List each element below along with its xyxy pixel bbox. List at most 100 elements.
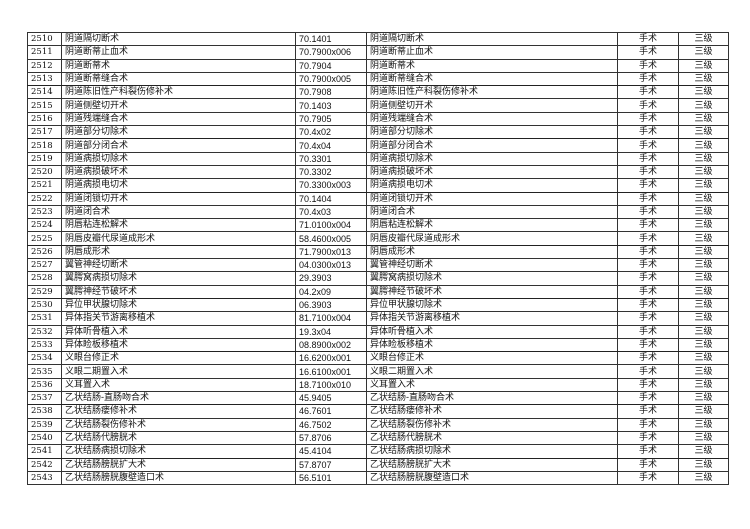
- table-row: 2517 阴道部分切除术 70.4x02 阴道部分切除术 手术 三级: [27, 125, 729, 140]
- procedure-code-cell: 04.2x09: [295, 284, 367, 299]
- procedure-name-standard-cell: 阴道病损切除术: [366, 151, 618, 166]
- procedure-name-standard-cell: 阴道隔切断术: [366, 31, 618, 47]
- level-cell: 三级: [678, 444, 729, 459]
- category-cell: 手术: [617, 457, 679, 472]
- table-row: 2522 阴道闭锁切开术 70.1404 阴道闭锁切开术 手术 三级: [27, 191, 729, 206]
- procedure-code-cell: 16.6100x001: [295, 364, 367, 379]
- level-cell: 三级: [678, 244, 729, 260]
- procedure-name-standard-cell: 义眼二期置入术: [366, 364, 618, 379]
- procedure-name-standard-cell: 乙状结肠病损切除术: [366, 444, 618, 459]
- level-cell: 三级: [678, 218, 729, 233]
- procedure-name-cell: 义眼台修正术: [61, 351, 296, 366]
- procedure-code-cell: 45.9405: [295, 391, 367, 406]
- row-number-cell: 2517: [27, 125, 62, 140]
- procedure-code-cell: 46.7601: [295, 404, 367, 419]
- procedure-name-cell: 义耳置入术: [61, 377, 296, 393]
- table-row: 2541 乙状结肠病损切除术 45.4104 乙状结肠病损切除术 手术 三级: [27, 444, 729, 459]
- row-number-cell: 2526: [27, 244, 62, 260]
- level-cell: 三级: [678, 191, 729, 206]
- table-row: 2529 翼腭神经节破坏术 04.2x09 翼腭神经节破坏术 手术 三级: [27, 284, 729, 299]
- procedure-name-cell: 阴唇成形术: [61, 244, 296, 260]
- row-number-cell: 2532: [27, 324, 62, 339]
- category-cell: 手术: [617, 377, 679, 393]
- procedure-name-standard-cell: 阴道部分切除术: [366, 125, 618, 140]
- table-row: 2532 异体听骨植入术 19.3x04 异体听骨植入术 手术 三级: [27, 324, 729, 339]
- procedure-code-cell: 29.3903: [295, 271, 367, 286]
- level-cell: 三级: [678, 98, 729, 113]
- category-cell: 手术: [617, 337, 679, 353]
- row-number-cell: 2538: [27, 404, 62, 419]
- table-row: 2510 阴道隔切断术 70.1401 阴道隔切断术 手术 三级: [27, 31, 729, 47]
- table-row: 2534 义眼台修正术 16.6200x001 义眼台修正术 手术 三级: [27, 351, 729, 366]
- level-cell: 三级: [678, 111, 729, 127]
- table-row: 2514 阴道陈旧性产科裂伤修补术 70.7908 阴道陈旧性产科裂伤修补术 手术 三级: [27, 85, 729, 100]
- row-number-cell: 2541: [27, 444, 62, 459]
- row-number-cell: 2542: [27, 457, 62, 472]
- category-cell: 手术: [617, 324, 679, 339]
- row-number-cell: 2521: [27, 178, 62, 193]
- row-number-cell: 2528: [27, 271, 62, 286]
- row-number-cell: 2531: [27, 311, 62, 326]
- table-row: 2543 乙状结肠膀胱腹壁造口术 56.5101 乙状结肠膀胱腹壁造口术 手术 三级: [27, 470, 729, 486]
- procedure-code-cell: 06.3903: [295, 297, 367, 313]
- category-cell: 手术: [617, 244, 679, 260]
- procedure-name-cell: 阴道侧壁切开术: [61, 98, 296, 113]
- table-row: 2533 异体睑板移植术 08.8900x002 异体睑板移植术 手术 三级: [27, 337, 729, 353]
- procedure-name-standard-cell: 义耳置入术: [366, 377, 618, 393]
- category-cell: 手术: [617, 444, 679, 459]
- table-row: 2536 义耳置入术 18.7100x010 义耳置入术 手术 三级: [27, 377, 729, 393]
- procedure-name-cell: 翼管神经切断术: [61, 258, 296, 273]
- table-row: 2531 异体指关节游离移植术 81.7100x004 异体指关节游离移植术 手术 三级: [27, 311, 729, 326]
- procedure-name-standard-cell: 阴道闭合术: [366, 204, 618, 220]
- level-cell: 三级: [678, 297, 729, 313]
- procedure-code-cell: 70.7900x005: [295, 71, 367, 87]
- procedure-name-cell: 异体睑板移植术: [61, 337, 296, 353]
- procedure-name-cell: 异位甲状腺切除术: [61, 297, 296, 313]
- category-cell: 手术: [617, 125, 679, 140]
- procedure-name-standard-cell: 乙状结肠-直肠吻合术: [366, 391, 618, 406]
- table-row: 2535 义眼二期置入术 16.6100x001 义眼二期置入术 手术 三级: [27, 364, 729, 379]
- table-row: 2515 阴道侧壁切开术 70.1403 阴道侧壁切开术 手术 三级: [27, 98, 729, 113]
- procedure-code-cell: 18.7100x010: [295, 377, 367, 393]
- procedure-name-standard-cell: 义眼台修正术: [366, 351, 618, 366]
- procedure-name-cell: 阴唇粘连松解术: [61, 218, 296, 233]
- category-cell: 手术: [617, 204, 679, 220]
- category-cell: 手术: [617, 178, 679, 193]
- level-cell: 三级: [678, 231, 729, 246]
- procedure-name-standard-cell: 阴道病损电切术: [366, 178, 618, 193]
- row-number-cell: 2527: [27, 258, 62, 273]
- procedure-name-standard-cell: 阴道残端缝合术: [366, 111, 618, 127]
- procedure-name-cell: 翼腭窝病损切除术: [61, 271, 296, 286]
- table-row: 2528 翼腭窝病损切除术 29.3903 翼腭窝病损切除术 手术 三级: [27, 271, 729, 286]
- row-number-cell: 2512: [27, 58, 62, 73]
- procedure-name-cell: 乙状结肠膀胱扩大术: [61, 457, 296, 472]
- procedure-name-standard-cell: 乙状结肠代膀胱术: [366, 430, 618, 446]
- row-number-cell: 2524: [27, 218, 62, 233]
- table-row: 2512 阴道断蒂术 70.7904 阴道断蒂术 手术 三级: [27, 58, 729, 73]
- table-row: 2538 乙状结肠瘘修补术 46.7601 乙状结肠瘘修补术 手术 三级: [27, 404, 729, 419]
- procedure-name-cell: 阴道隔切断术: [61, 31, 296, 47]
- procedure-code-cell: 19.3x04: [295, 324, 367, 339]
- procedure-code-cell: 08.8900x002: [295, 337, 367, 353]
- procedure-name-cell: 阴道病损破坏术: [61, 164, 296, 180]
- procedure-name-cell: 阴道断蒂缝合术: [61, 71, 296, 87]
- procedure-code-cell: 70.7908: [295, 85, 367, 100]
- procedure-name-standard-cell: 乙状结肠膀胱扩大术: [366, 457, 618, 472]
- procedure-code-cell: 56.5101: [295, 470, 367, 486]
- level-cell: 三级: [678, 284, 729, 299]
- procedure-name-cell: 阴道闭合术: [61, 204, 296, 220]
- level-cell: 三级: [678, 125, 729, 140]
- table-row: 2523 阴道闭合术 70.4x03 阴道闭合术 手术 三级: [27, 204, 729, 220]
- procedure-code-cell: 70.1403: [295, 98, 367, 113]
- level-cell: 三级: [678, 151, 729, 166]
- row-number-cell: 2530: [27, 297, 62, 313]
- level-cell: 三级: [678, 404, 729, 419]
- table-row: 2530 异位甲状腺切除术 06.3903 异位甲状腺切除术 手术 三级: [27, 297, 729, 313]
- category-cell: 手术: [617, 98, 679, 113]
- level-cell: 三级: [678, 138, 729, 153]
- procedure-name-standard-cell: 阴道病损破坏术: [366, 164, 618, 180]
- category-cell: 手术: [617, 391, 679, 406]
- row-number-cell: 2525: [27, 231, 62, 246]
- category-cell: 手术: [617, 218, 679, 233]
- table-row: 2526 阴唇成形术 71.7900x013 阴唇成形术 手术 三级: [27, 244, 729, 260]
